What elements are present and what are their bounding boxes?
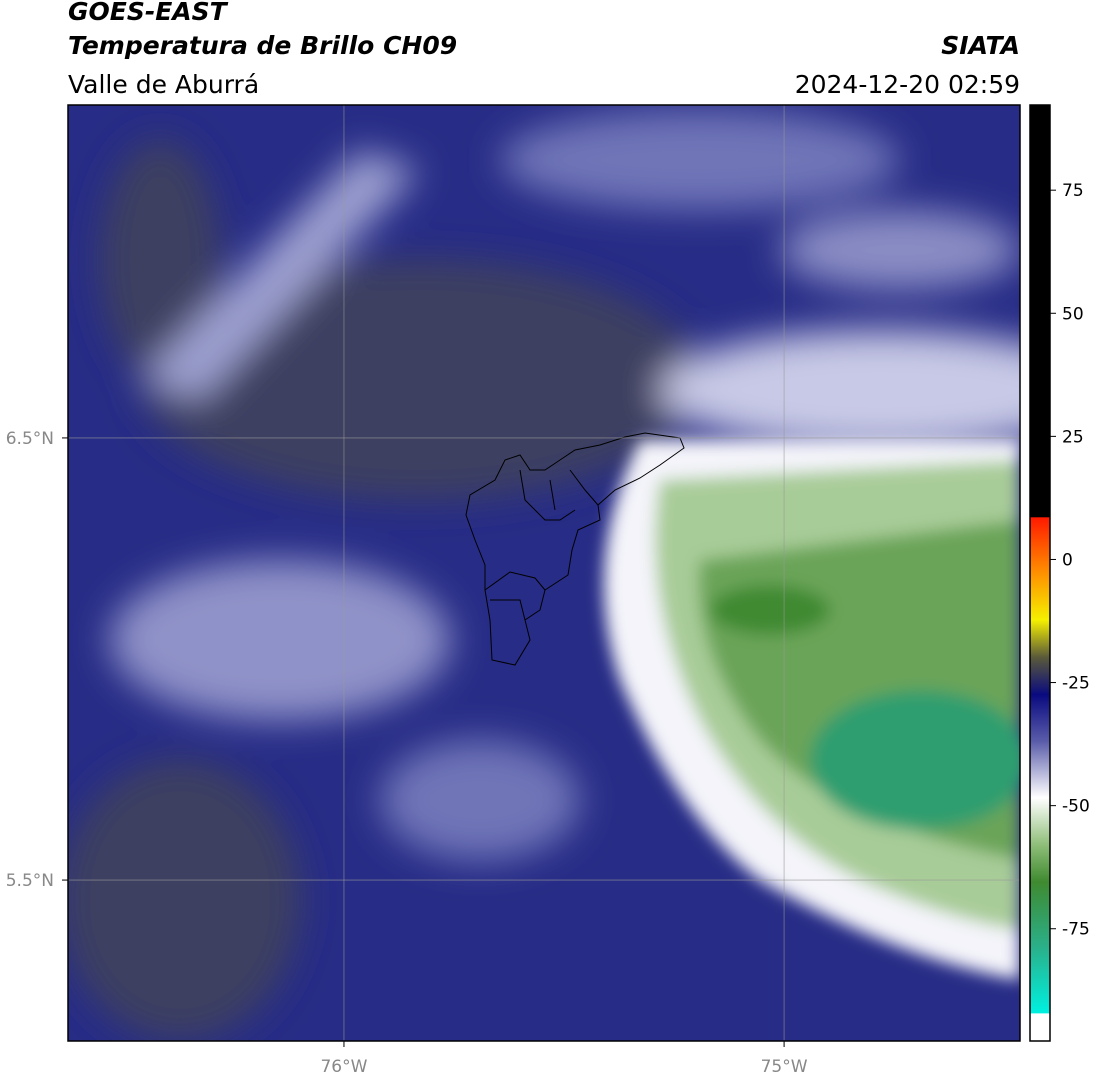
x-tick-label: 75°W	[761, 1057, 808, 1077]
colorbar-tick-label: 0	[1062, 550, 1073, 570]
colorbar-tick-label: 75	[1062, 181, 1084, 201]
region: Valle de Aburrá	[68, 70, 259, 99]
colorbar-tick-label: -25	[1062, 674, 1090, 694]
y-tick-label: 6.5°N	[6, 429, 54, 449]
satellite-image	[68, 105, 1020, 1041]
colorbar-tick-label: 25	[1062, 427, 1084, 447]
colorbar-tick-label: 50	[1062, 304, 1084, 324]
colorbar-tick-label: -75	[1062, 920, 1090, 940]
x-tick-label: 76°W	[320, 1057, 367, 1077]
axes: 76°W 75°W 6.5°N 5.5°N 75 50 25 0 -25 -50 -75	[6, 105, 1090, 1077]
subtitle: Temperatura de Brillo CH09	[68, 31, 457, 60]
timestamp: 2024-12-20 02:59	[795, 70, 1020, 99]
source: SIATA	[941, 31, 1020, 60]
municipal-boundaries	[465, 432, 685, 666]
map-frame	[67, 104, 1021, 1042]
y-tick-label: 5.5°N	[6, 871, 54, 891]
colorbar-tick-label: -50	[1062, 797, 1090, 817]
colorbar	[1029, 104, 1051, 1042]
title: GOES-EAST	[68, 0, 229, 26]
